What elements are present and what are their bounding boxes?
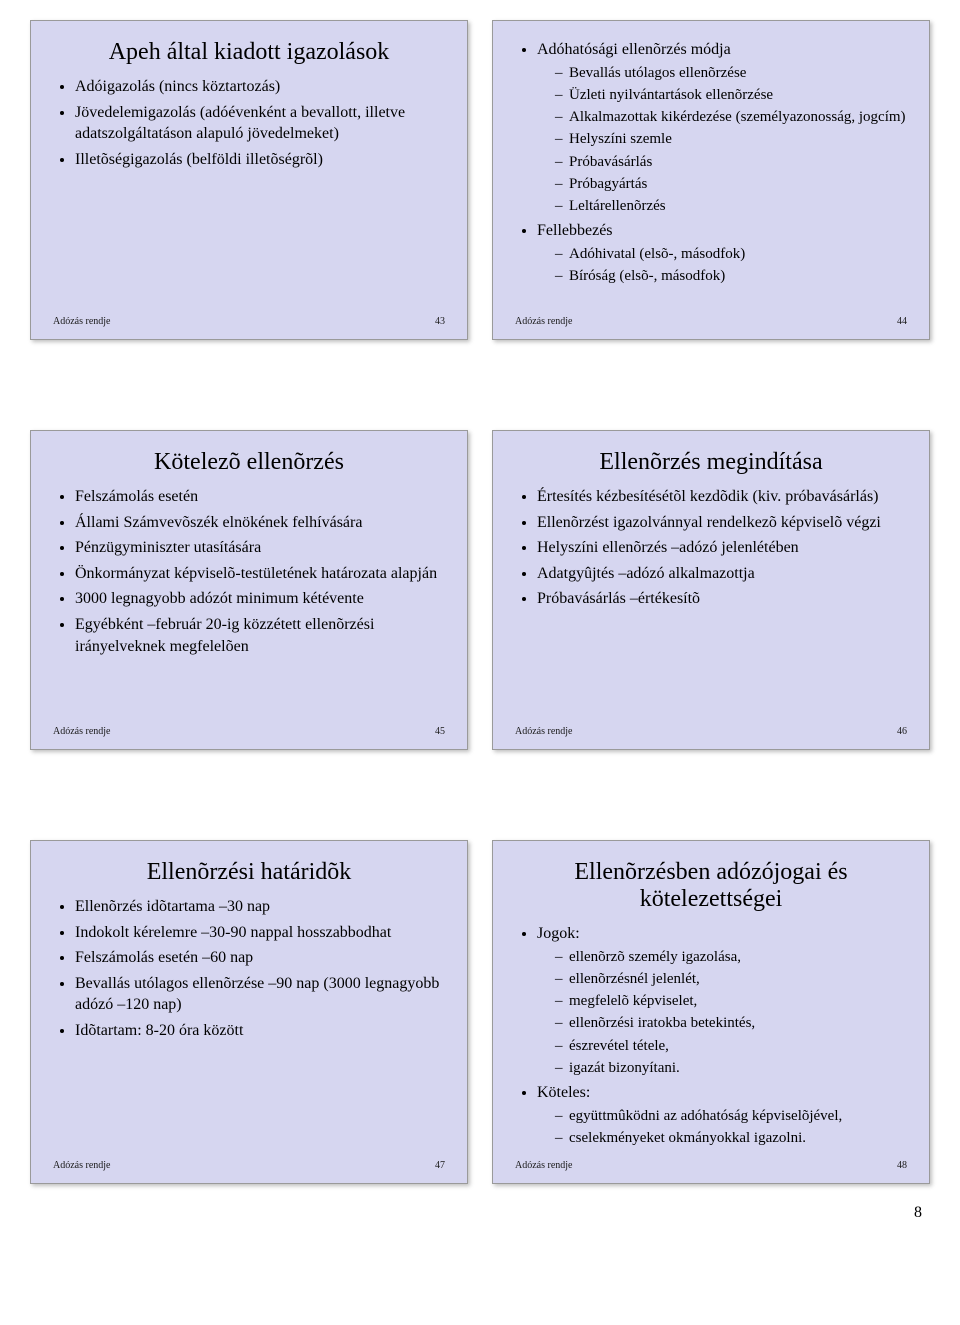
sub-bullet: ellenõrzõ személy igazolása, [555, 947, 907, 967]
bullet: Adóhatósági ellenõrzés módja Bevallás ut… [537, 39, 907, 216]
slide-title: Ellenõrzés megindítása [515, 449, 907, 476]
slide-body: Felszámolás esetén Állami Számvevõszék e… [53, 486, 445, 718]
slide-row: Ellenõrzési határidõk Ellenõrzés idõtart… [30, 840, 930, 1184]
bullet: Felszámolás esetén [75, 486, 445, 508]
bullet: Idõtartam: 8-20 óra között [75, 1020, 445, 1042]
sub-bullet: Próbavásárlás [555, 152, 907, 172]
slide-number: 48 [897, 1160, 907, 1171]
sub-bullet: észrevétel tétele, [555, 1036, 907, 1056]
sub-bullet: cselekményeket okmányokkal igazolni. [555, 1128, 907, 1148]
bullet: Köteles: együttmûködni az adóhatóság kép… [537, 1082, 907, 1148]
footer-label: Adózás rendje [53, 1160, 110, 1171]
footer-label: Adózás rendje [515, 316, 572, 327]
bullet: Jogok: ellenõrzõ személy igazolása, elle… [537, 923, 907, 1078]
slide-number: 46 [897, 726, 907, 737]
slide-footer: Adózás rendje 48 [515, 1160, 907, 1171]
slide-footer: Adózás rendje 44 [515, 316, 907, 327]
footer-label: Adózás rendje [515, 1160, 572, 1171]
bullet: Fellebbezés Adóhivatal (elsõ-, másodfok)… [537, 220, 907, 286]
footer-label: Adózás rendje [53, 726, 110, 737]
bullet: Adóigazolás (nincs köztartozás) [75, 76, 445, 98]
slide-title: Ellenõrzési határidõk [53, 859, 445, 886]
footer-label: Adózás rendje [53, 316, 110, 327]
bullet: Felszámolás esetén –60 nap [75, 947, 445, 969]
sub-bullet: ellenõrzési iratokba betekintés, [555, 1013, 907, 1033]
footer-label: Adózás rendje [515, 726, 572, 737]
slide-number: 45 [435, 726, 445, 737]
slide-body: Ellenõrzés idõtartama –30 nap Indokolt k… [53, 896, 445, 1152]
bullet-text: Köteles: [537, 1084, 590, 1101]
page: Apeh által kiadott igazolások Adóigazolá… [0, 0, 960, 1252]
slide: Ellenõrzésben adózójogai és kötelezettsé… [492, 840, 930, 1184]
slide: Adóhatósági ellenõrzés módja Bevallás ut… [492, 20, 930, 340]
sub-bullet: Helyszíni szemle [555, 129, 907, 149]
sub-bullet: ellenõrzésnél jelenlét, [555, 969, 907, 989]
page-number: 8 [30, 1204, 930, 1222]
slide-title: Kötelezõ ellenõrzés [53, 449, 445, 476]
sub-bullet: megfelelõ képviselet, [555, 991, 907, 1011]
sub-bullet: együttmûködni az adóhatóság képviselõjév… [555, 1106, 907, 1126]
bullet: Egyébként –február 20-ig közzétett ellen… [75, 614, 445, 657]
slide-number: 47 [435, 1160, 445, 1171]
bullet: Illetõségigazolás (belföldi illetõségrõl… [75, 149, 445, 171]
bullet: Értesítés kézbesítésétõl kezdõdik (kiv. … [537, 486, 907, 508]
slide-footer: Adózás rendje 46 [515, 726, 907, 737]
slide-body: Jogok: ellenõrzõ személy igazolása, elle… [515, 923, 907, 1152]
bullet: Ellenõrzés idõtartama –30 nap [75, 896, 445, 918]
slide-footer: Adózás rendje 43 [53, 316, 445, 327]
sub-bullet: Bevallás utólagos ellenõrzése [555, 63, 907, 83]
bullet: Adatgyûjtés –adózó alkalmazottja [537, 563, 907, 585]
slide-title: Ellenõrzésben adózójogai és kötelezettsé… [515, 859, 907, 913]
slide: Kötelezõ ellenõrzés Felszámolás esetén Á… [30, 430, 468, 750]
slide: Apeh által kiadott igazolások Adóigazolá… [30, 20, 468, 340]
sub-bullet: igazát bizonyítani. [555, 1058, 907, 1078]
slide-body: Adóhatósági ellenõrzés módja Bevallás ut… [515, 39, 907, 308]
sub-bullet: Bíróság (elsõ-, másodfok) [555, 266, 907, 286]
slide-row: Apeh által kiadott igazolások Adóigazolá… [30, 20, 930, 340]
bullet: Indokolt kérelemre –30-90 nappal hosszab… [75, 922, 445, 944]
bullet-text: Fellebbezés [537, 222, 613, 239]
bullet-text: Adóhatósági ellenõrzés módja [537, 41, 731, 58]
bullet: Állami Számvevõszék elnökének felhívásár… [75, 512, 445, 534]
sub-bullet: Üzleti nyilvántartások ellenõrzése [555, 85, 907, 105]
sub-bullet: Alkalmazottak kikérdezése (személyazonos… [555, 107, 907, 127]
bullet: Ellenõrzést igazolvánnyal rendelkezõ kép… [537, 512, 907, 534]
slide-row: Kötelezõ ellenõrzés Felszámolás esetén Á… [30, 430, 930, 750]
slide: Ellenõrzés megindítása Értesítés kézbesí… [492, 430, 930, 750]
bullet: Próbavásárlás –értékesítõ [537, 588, 907, 610]
bullet: Önkormányzat képviselõ-testületének hatá… [75, 563, 445, 585]
bullet: 3000 legnagyobb adózót minimum kétévente [75, 588, 445, 610]
bullet-text: Jogok: [537, 925, 580, 942]
slide: Ellenõrzési határidõk Ellenõrzés idõtart… [30, 840, 468, 1184]
slide-number: 44 [897, 316, 907, 327]
slide-body: Adóigazolás (nincs köztartozás) Jövedele… [53, 76, 445, 308]
slide-body: Értesítés kézbesítésétõl kezdõdik (kiv. … [515, 486, 907, 718]
slide-footer: Adózás rendje 45 [53, 726, 445, 737]
sub-bullet: Próbagyártás [555, 174, 907, 194]
slide-title: Apeh által kiadott igazolások [53, 39, 445, 66]
bullet: Bevallás utólagos ellenõrzése –90 nap (3… [75, 973, 445, 1016]
bullet: Jövedelemigazolás (adóévenként a bevallo… [75, 102, 445, 145]
sub-bullet: Adóhivatal (elsõ-, másodfok) [555, 244, 907, 264]
slide-footer: Adózás rendje 47 [53, 1160, 445, 1171]
bullet: Helyszíni ellenõrzés –adózó jelenlétében [537, 537, 907, 559]
bullet: Pénzügyminiszter utasítására [75, 537, 445, 559]
slide-number: 43 [435, 316, 445, 327]
sub-bullet: Leltárellenõrzés [555, 196, 907, 216]
